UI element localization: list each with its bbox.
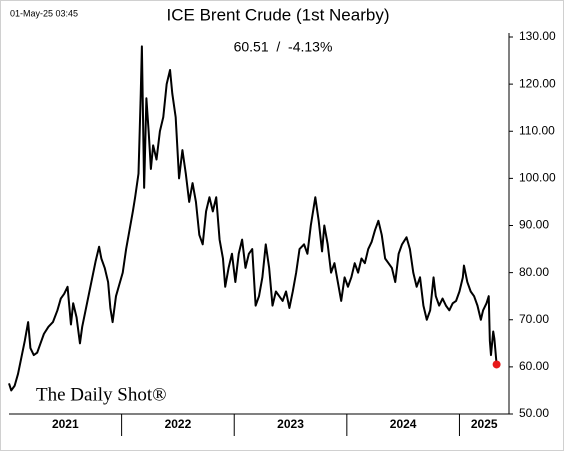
chart-subtitle: 60.51 / -4.13%	[234, 39, 333, 55]
last-point	[492, 360, 501, 369]
x-tick-label: 2024	[390, 417, 417, 431]
y-tick-label: 60.00	[519, 359, 549, 373]
chart-title: ICE Brent Crude (1st Nearby)	[167, 5, 390, 24]
y-tick-label: 100.00	[519, 171, 556, 185]
price-line	[8, 45, 498, 392]
timestamp: 01-May-25 03:45	[10, 8, 78, 18]
y-tick-label: 50.00	[519, 406, 549, 420]
y-tick-label: 70.00	[519, 312, 549, 326]
x-tick-label: 2025	[471, 417, 498, 431]
y-tick-label: 80.00	[519, 265, 549, 279]
y-tick-label: 110.00	[519, 123, 555, 137]
x-tick-label: 2022	[165, 417, 192, 431]
y-tick-label: 90.00	[519, 218, 549, 232]
y-tick-label: 120.00	[519, 76, 556, 90]
y-tick-label: 130.00	[519, 29, 556, 43]
watermark: The Daily Shot®	[36, 384, 167, 405]
x-tick-label: 2023	[277, 417, 304, 431]
x-tick-label: 2021	[52, 417, 79, 431]
